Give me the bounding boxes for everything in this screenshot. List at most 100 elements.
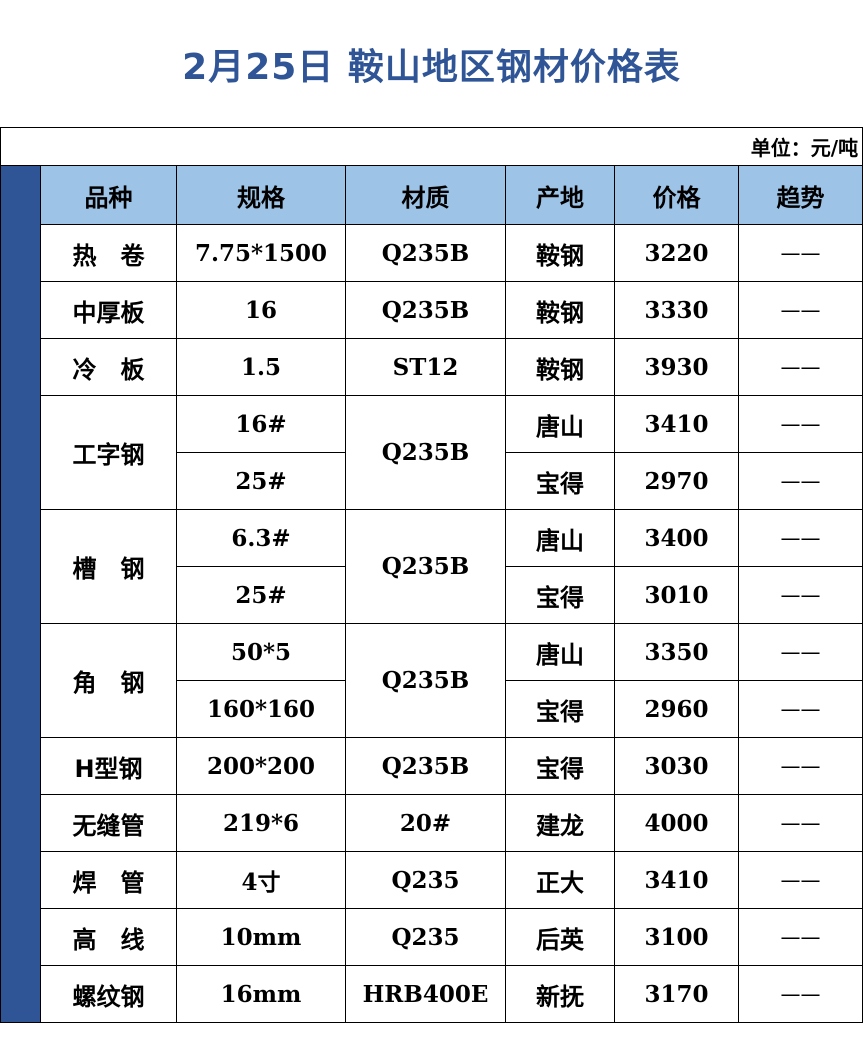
table-row: 25# 宝得 3010 —— [1, 566, 863, 624]
origin-cell: 鞍钢 [505, 281, 615, 339]
spec-cell: 200*200 [176, 737, 346, 795]
variety-cell: 螺纹钢 [40, 965, 177, 1023]
trend-cell: —— [737, 224, 863, 282]
price-cell: 3220 [614, 224, 739, 282]
spec-cell: 219*6 [176, 794, 346, 852]
trend-cell: —— [737, 395, 863, 453]
trend-cell: —— [737, 794, 863, 852]
trend-cell: —— [737, 851, 863, 909]
page-title: 2月25日 鞍山地区钢材价格表 [182, 47, 681, 88]
origin-cell: 宝得 [505, 680, 615, 738]
spec-cell: 7.75*1500 [176, 224, 346, 282]
header-row: 品种 规格 材质 产地 价格 趋势 [0, 165, 863, 1023]
material-cell: HRB400E [345, 965, 506, 1023]
table-row: 热 卷 7.75*1500 Q235B 鞍钢 3220 —— [1, 224, 863, 282]
material-cell: 20# [345, 794, 506, 852]
price-cell: 4000 [614, 794, 739, 852]
table-row: 中厚板 16 Q235B 鞍钢 3330 —— [1, 281, 863, 339]
material-cell: Q235B [345, 395, 506, 510]
table-row: 工字钢 16# Q235B 唐山 3410 —— [1, 395, 863, 510]
spec-cell: 16# [176, 395, 346, 453]
price-cell: 2970 [614, 452, 739, 510]
price-cell: 3410 [614, 395, 739, 453]
price-cell: 3030 [614, 737, 739, 795]
table-row: 160*160 宝得 2960 —— [1, 680, 863, 738]
material-cell: Q235 [345, 851, 506, 909]
spec-cell: 50*5 [176, 623, 346, 681]
unit-row: 单位：元/吨 [0, 127, 863, 166]
origin-cell: 宝得 [505, 566, 615, 624]
price-cell: 3930 [614, 338, 739, 396]
origin-cell: 新抚 [505, 965, 615, 1023]
spec-cell: 4寸 [176, 851, 346, 909]
origin-cell: 鞍钢 [505, 224, 615, 282]
variety-cell: 高 线 [40, 908, 177, 966]
origin-cell: 建龙 [505, 794, 615, 852]
variety-cell: 角 钢 [40, 623, 177, 738]
spec-cell: 160*160 [176, 680, 346, 738]
variety-cell: 焊 管 [40, 851, 177, 909]
trend-cell: —— [737, 281, 863, 339]
origin-cell: 宝得 [505, 737, 615, 795]
variety-cell: 槽 钢 [40, 509, 177, 624]
price-cell: 2960 [614, 680, 739, 738]
spec-cell: 6.3# [176, 509, 346, 567]
trend-cell: —— [737, 965, 863, 1023]
variety-cell: 中厚板 [40, 281, 177, 339]
spec-cell: 25# [176, 566, 346, 624]
header-spec: 规格 [176, 165, 346, 225]
origin-cell: 宝得 [505, 452, 615, 510]
variety-cell: 热 卷 [40, 224, 177, 282]
trend-cell: —— [737, 680, 863, 738]
table-row: 焊 管 4寸 Q235 正大 3410 —— [1, 851, 863, 909]
header-origin: 产地 [505, 165, 615, 225]
trend-cell: —— [737, 566, 863, 624]
spec-cell: 16mm [176, 965, 346, 1023]
table-row: 螺纹钢 16mm HRB400E 新抚 3170 —— [1, 965, 863, 1023]
trend-cell: —— [737, 623, 863, 681]
spec-cell: 25# [176, 452, 346, 510]
origin-cell: 鞍钢 [505, 338, 615, 396]
spec-cell: 1.5 [176, 338, 346, 396]
unit-label: 单位：元/吨 [0, 127, 863, 166]
spec-cell: 16 [176, 281, 346, 339]
table-row: 角 钢 50*5 Q235B 唐山 3350 —— [1, 623, 863, 738]
price-cell: 3410 [614, 851, 739, 909]
variety-cell: H型钢 [40, 737, 177, 795]
variety-cell: 工字钢 [40, 395, 177, 510]
table-row: 无缝管 219*6 20# 建龙 4000 —— [1, 794, 863, 852]
origin-cell: 正大 [505, 851, 615, 909]
header-variety: 品种 [40, 165, 177, 225]
spec-cell: 10mm [176, 908, 346, 966]
origin-cell: 唐山 [505, 623, 615, 681]
trend-cell: —— [737, 509, 863, 567]
price-cell: 3350 [614, 623, 739, 681]
price-table: 单位：元/吨 品种 规格 材质 产地 价格 趋势 热 卷 7.75*1500 Q23… [0, 127, 863, 1023]
trend-cell: —— [737, 452, 863, 510]
material-cell: Q235B [345, 737, 506, 795]
price-cell: 3400 [614, 509, 739, 567]
material-cell: Q235B [345, 224, 506, 282]
origin-cell: 唐山 [505, 509, 615, 567]
header-price: 价格 [614, 165, 739, 225]
material-cell: Q235B [345, 281, 506, 339]
price-cell: 3330 [614, 281, 739, 339]
origin-cell: 后英 [505, 908, 615, 966]
trend-cell: —— [737, 908, 863, 966]
material-cell: Q235B [345, 623, 506, 738]
header-material: 材质 [345, 165, 506, 225]
header-trend: 趋势 [737, 165, 863, 225]
origin-cell: 唐山 [505, 395, 615, 453]
price-cell: 3100 [614, 908, 739, 966]
material-cell: Q235B [345, 509, 506, 624]
price-cell: 3170 [614, 965, 739, 1023]
material-cell: Q235 [345, 908, 506, 966]
material-cell: ST12 [345, 338, 506, 396]
trend-cell: —— [737, 737, 863, 795]
table-row: 冷 板 1.5 ST12 鞍钢 3930 —— [1, 338, 863, 396]
table-row: H型钢 200*200 Q235B 宝得 3030 —— [1, 737, 863, 795]
variety-cell: 冷 板 [40, 338, 177, 396]
variety-cell: 无缝管 [40, 794, 177, 852]
table-row: 高 线 10mm Q235 后英 3100 —— [1, 908, 863, 966]
trend-cell: —— [737, 338, 863, 396]
